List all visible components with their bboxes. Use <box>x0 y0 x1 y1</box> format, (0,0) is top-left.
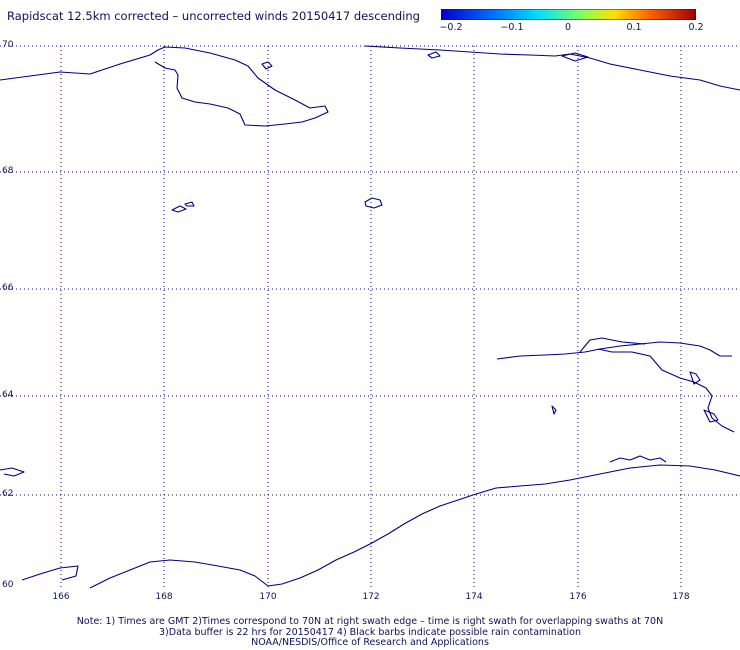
coast-seward-peninsula <box>496 341 732 360</box>
coast-bristol-islets <box>609 455 667 463</box>
colorbar-label-neg01: −0.1 <box>500 22 524 33</box>
footnote-line-1: Note: 1) Times are GMT 2)Times correspon… <box>76 616 664 627</box>
map-title: Rapidscat 12.5km corrected – uncorrected… <box>7 9 420 23</box>
lat-label-64: 64 <box>2 390 14 400</box>
lon-label-174: 174 <box>465 592 483 602</box>
lat-label-62: 62 <box>2 489 14 499</box>
coast-chukotka-north <box>0 46 329 127</box>
colorbar-label-0: 0 <box>564 22 572 33</box>
colorbar-label-02: 0.2 <box>688 22 704 33</box>
graticule <box>0 45 740 588</box>
footnote-line-3: NOAA/NESDIS/Office of Research and Appli… <box>251 637 489 648</box>
coast-st-lawrence-east <box>364 197 383 209</box>
colorbar-label-neg02: −0.2 <box>439 22 463 33</box>
lat-label-68: 68 <box>2 166 14 176</box>
coast-islet-north-2 <box>561 52 589 62</box>
coast-islet-north <box>261 61 273 70</box>
lon-label-172: 172 <box>362 592 380 602</box>
coast-islet-mid <box>551 405 557 415</box>
coast-alaska-north <box>364 45 740 91</box>
coast-yukon-delta <box>689 371 719 423</box>
coast-norton-sound <box>579 337 735 433</box>
lat-label-66: 66 <box>2 283 14 293</box>
coast-islet-north-3 <box>427 51 441 59</box>
coast-st-lawrence-west <box>171 201 195 213</box>
lat-label-60: 60 <box>2 580 14 590</box>
lon-label-168: 168 <box>155 592 173 602</box>
coast-sw-left <box>21 565 79 581</box>
coast-chukotka-south <box>0 467 25 477</box>
lat-label-70: 70 <box>2 40 14 50</box>
colorbar <box>441 9 696 20</box>
coast-anadyr-gulf <box>89 464 740 589</box>
footnotes: Note: 1) Times are GMT 2)Times correspon… <box>0 616 740 649</box>
colorbar-label-01: 0.1 <box>626 22 642 33</box>
lon-label-176: 176 <box>569 592 587 602</box>
lon-label-170: 170 <box>259 592 277 602</box>
footnote-line-2: 3)Data buffer is 22 hrs for 20150417 4) … <box>159 626 581 638</box>
lon-label-166: 166 <box>52 592 70 602</box>
lon-label-178: 178 <box>672 592 690 602</box>
coastlines <box>0 45 740 589</box>
